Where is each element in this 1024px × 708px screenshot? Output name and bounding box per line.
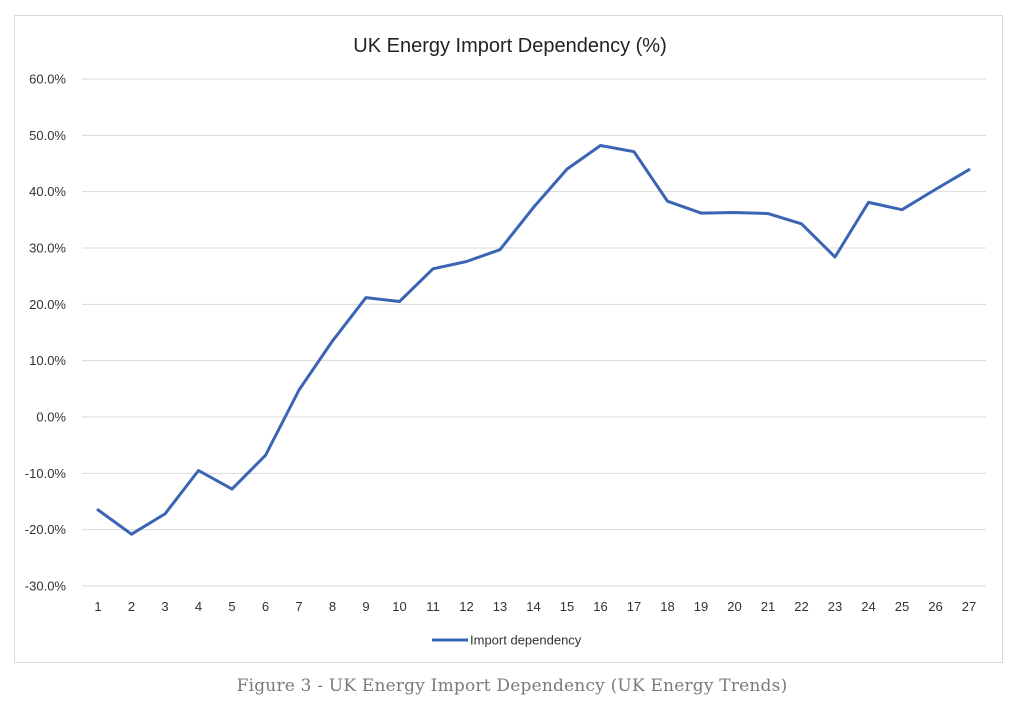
x-tick-label: 2 (128, 599, 135, 614)
y-tick-label: 0.0% (36, 410, 66, 425)
y-tick-label: -20.0% (25, 522, 67, 537)
x-tick-label: 1 (94, 599, 101, 614)
y-tick-label: 30.0% (29, 241, 66, 256)
y-tick-label: 10.0% (29, 353, 66, 368)
x-tick-label: 20 (727, 599, 741, 614)
y-tick-label: 20.0% (29, 297, 66, 312)
x-tick-label: 26 (928, 599, 942, 614)
x-tick-label: 22 (794, 599, 808, 614)
figure-caption: Figure 3 - UK Energy Import Dependency (… (236, 676, 788, 696)
chart-frame (14, 15, 1003, 663)
x-tick-label: 18 (660, 599, 674, 614)
y-tick-label: 40.0% (29, 184, 66, 199)
x-tick-label: 10 (392, 599, 406, 614)
y-tick-label: -10.0% (25, 466, 67, 481)
x-tick-label: 3 (161, 599, 168, 614)
x-tick-label: 19 (694, 599, 708, 614)
x-tick-label: 23 (828, 599, 842, 614)
chart-title: UK Energy Import Dependency (%) (353, 35, 666, 57)
x-tick-label: 7 (295, 599, 302, 614)
y-tick-label: 60.0% (29, 72, 66, 87)
x-tick-label: 12 (459, 599, 473, 614)
x-tick-label: 27 (962, 599, 976, 614)
x-tick-label: 21 (761, 599, 775, 614)
y-tick-label: -30.0% (25, 579, 67, 594)
x-tick-label: 8 (329, 599, 336, 614)
series-line-import-dependency (96, 144, 971, 536)
y-tick-label: 50.0% (29, 128, 66, 143)
x-tick-label: 24 (861, 599, 875, 614)
x-tick-label: 9 (362, 599, 369, 614)
x-tick-label: 16 (593, 599, 607, 614)
x-tick-label: 25 (895, 599, 909, 614)
x-tick-label: 6 (262, 599, 269, 614)
x-tick-label: 4 (195, 599, 202, 614)
x-tick-label: 14 (526, 599, 540, 614)
x-tick-label: 5 (228, 599, 235, 614)
legend-label: Import dependency (470, 633, 582, 648)
x-tick-label: 13 (493, 599, 507, 614)
x-tick-label: 17 (627, 599, 641, 614)
x-tick-label: 11 (426, 599, 440, 614)
x-tick-label: 15 (560, 599, 574, 614)
